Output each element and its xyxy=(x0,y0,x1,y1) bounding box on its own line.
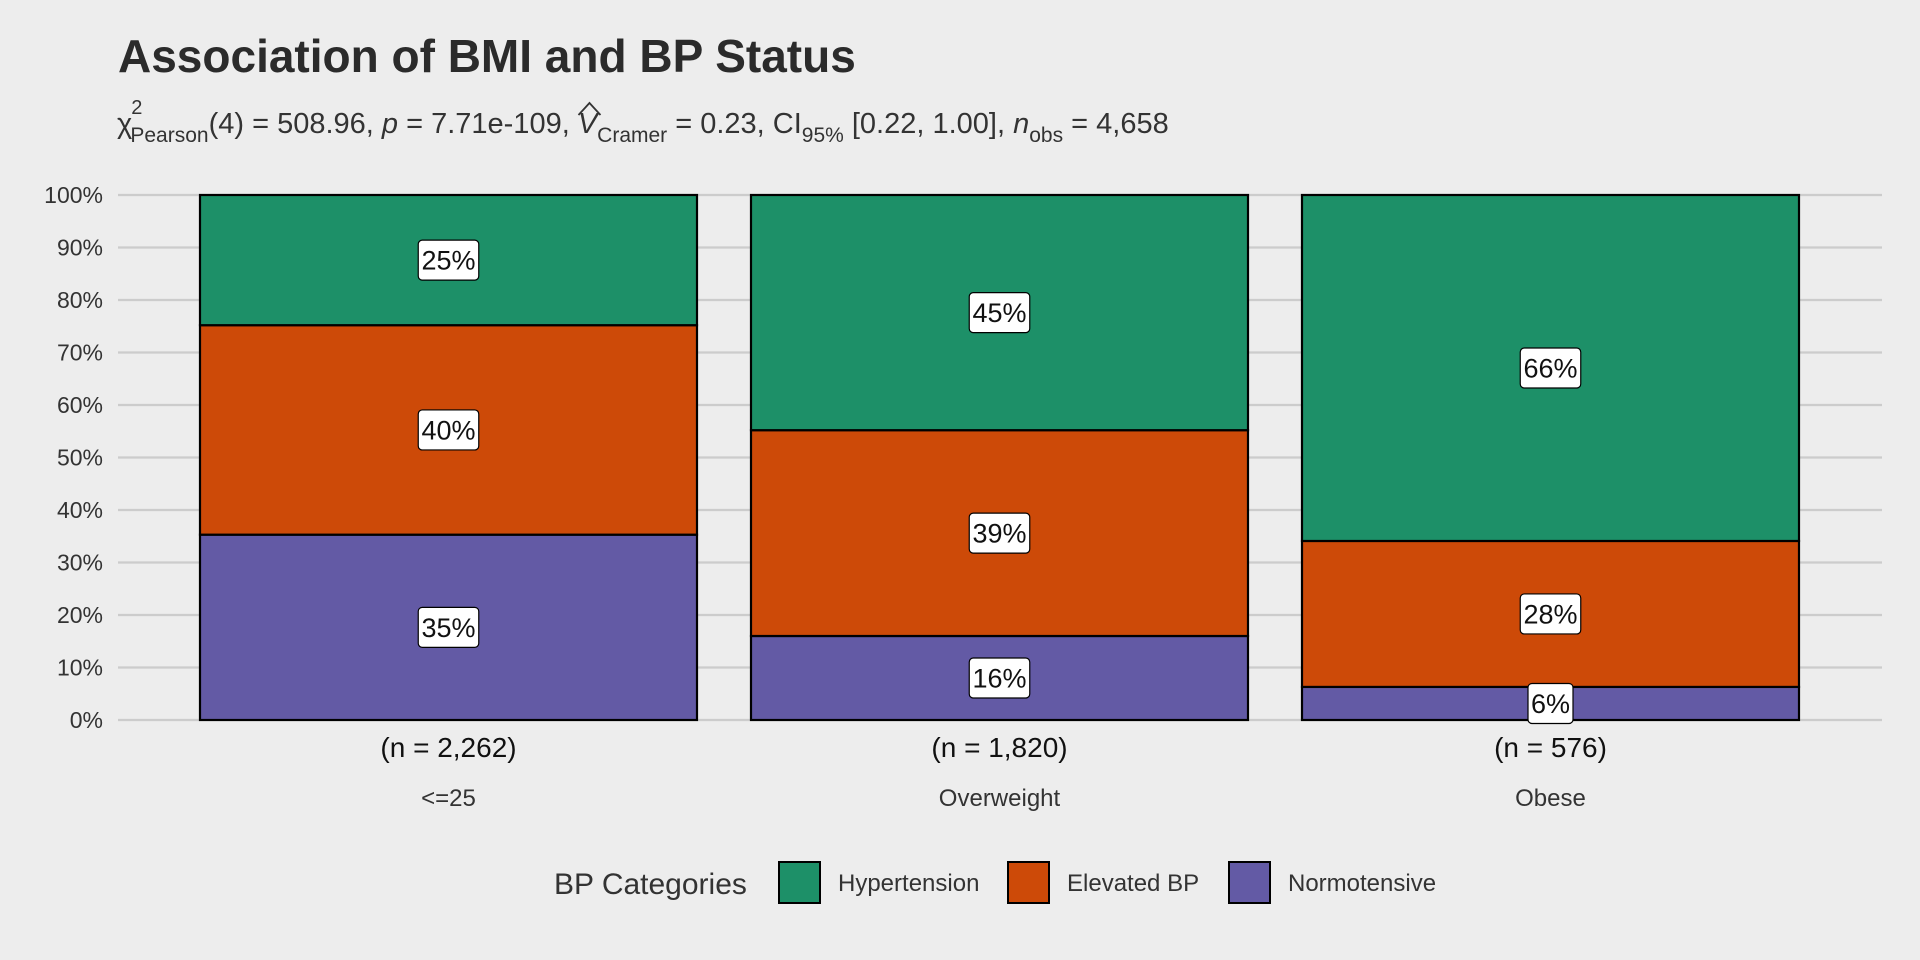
subtitle-n-sub: obs xyxy=(1029,124,1063,147)
subtitle-v-sub: Cramer xyxy=(597,124,667,147)
data-label-box xyxy=(968,292,1031,334)
data-label: 6% xyxy=(1527,682,1574,725)
count-label: (n = 1,820) xyxy=(931,732,1067,763)
y-tick-label: 90% xyxy=(57,235,103,261)
y-tick-label: 70% xyxy=(57,340,103,366)
data-label-box xyxy=(1527,682,1574,725)
x-tick-label: <=25 xyxy=(421,785,476,812)
data-label: 40% xyxy=(417,409,480,451)
data-label-text: 25% xyxy=(421,246,475,276)
data-label-box xyxy=(1519,347,1582,389)
subtitle-df: (4) = 508.96, xyxy=(209,108,382,140)
y-tick-label: 60% xyxy=(57,392,103,418)
x-axis-labels: (n = 2,262) <=25 (n = 1,820) Overweight (n =… xyxy=(380,732,1607,812)
data-label-box xyxy=(417,409,480,451)
y-tick-label: 40% xyxy=(57,497,103,523)
y-tick-label: 30% xyxy=(57,550,103,576)
data-label-text: 16% xyxy=(972,664,1026,694)
legend-item: Hypertension xyxy=(778,861,979,904)
subtitle-chi-sub: Pearson xyxy=(130,124,208,147)
legend-title: BP Categories xyxy=(554,868,747,901)
legend-label: Elevated BP xyxy=(1067,870,1199,897)
v-hat-accent xyxy=(577,101,602,116)
data-label: 28% xyxy=(1519,593,1582,635)
data-label-text: 39% xyxy=(972,519,1026,549)
legend-label: Hypertension xyxy=(838,870,979,897)
data-label-text: 40% xyxy=(421,415,475,445)
subtitle-n-value: = 4,658 xyxy=(1063,108,1169,140)
subtitle-n-symbol: n xyxy=(1013,108,1029,140)
count-label: (n = 2,262) xyxy=(380,732,516,763)
data-label: 66% xyxy=(1519,347,1582,389)
legend-swatch xyxy=(1228,861,1271,904)
legend-swatch xyxy=(778,861,821,904)
y-tick-label: 10% xyxy=(57,655,103,681)
data-label-text: 6% xyxy=(1531,689,1570,719)
data-label-box xyxy=(968,512,1031,554)
legend-swatch xyxy=(1007,861,1050,904)
subtitle-chi-sup: 2 xyxy=(131,97,142,119)
subtitle-v-symbol: V xyxy=(578,108,600,140)
chart-title: Association of BMI and BP Status xyxy=(118,30,856,82)
bars xyxy=(198,193,1801,722)
legend: BP Categories Hypertension Elevated BP Norm… xyxy=(554,861,1436,904)
legend-label: Normotensive xyxy=(1288,870,1436,897)
data-label: 16% xyxy=(968,657,1031,699)
data-label: 35% xyxy=(417,606,480,648)
legend-item: Elevated BP xyxy=(1007,861,1199,904)
data-label-box xyxy=(968,657,1031,699)
data-label-text: 28% xyxy=(1523,599,1577,629)
data-label: 45% xyxy=(968,292,1031,334)
subtitle-chi: χ xyxy=(117,108,132,140)
subtitle-v-value: = 0.23, CI xyxy=(667,108,802,140)
data-label-text: 45% xyxy=(972,298,1026,328)
data-label-text: 35% xyxy=(421,613,475,643)
data-label-box xyxy=(417,239,480,281)
data-label: 25% xyxy=(417,239,480,281)
subtitle-p-value: = 7.71e-109, xyxy=(398,108,578,140)
data-label-box xyxy=(1519,593,1582,635)
legend-item: Normotensive xyxy=(1228,861,1436,904)
y-tick-label: 80% xyxy=(57,287,103,313)
count-label: (n = 576) xyxy=(1494,732,1607,763)
y-tick-label: 100% xyxy=(44,182,103,208)
y-tick-label: 0% xyxy=(70,707,103,733)
y-tick-label: 50% xyxy=(57,445,103,471)
data-label-box xyxy=(417,606,480,648)
x-tick-label: Overweight xyxy=(939,785,1061,812)
data-label: 39% xyxy=(968,512,1031,554)
chart-subtitle: χ2 Pearson(4) = 508.96, p = 7.71e-109, VC… xyxy=(117,97,1169,147)
subtitle-p-symbol: p xyxy=(381,108,398,140)
data-label-text: 66% xyxy=(1523,353,1577,383)
subtitle-ci-value: [0.22, 1.00], xyxy=(844,108,1013,140)
subtitle-ci-sub: 95% xyxy=(802,124,844,147)
data-labels: 35% 40% 25% 16% 39% 45% 6% 28% 66% xyxy=(417,239,1582,725)
x-tick-label: Obese xyxy=(1515,785,1586,812)
y-axis-ticks: 0% 10% 20% 30% 40% 50% 60% 70% 80% 90% 100% xyxy=(44,182,103,733)
y-tick-label: 20% xyxy=(57,602,103,628)
